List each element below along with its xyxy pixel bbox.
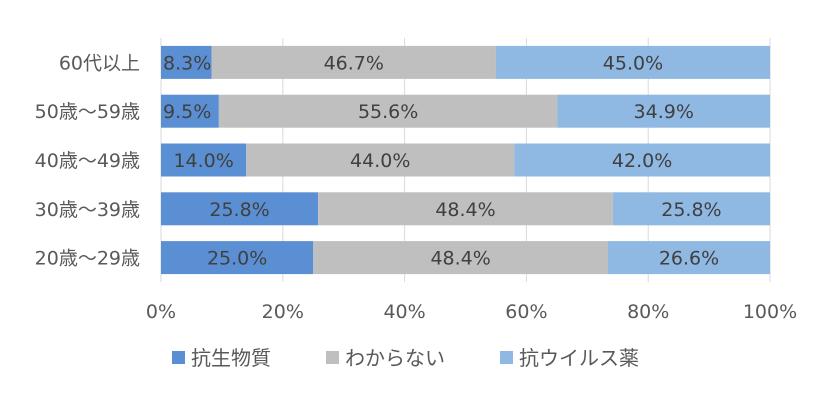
data-label: 9.5%	[163, 101, 211, 123]
x-tick-label: 0%	[146, 301, 176, 323]
category-label: 40歳～49歳	[35, 150, 140, 172]
category-label: 60代以上	[59, 52, 140, 74]
x-tick-label: 60%	[505, 301, 547, 323]
legend-swatch	[172, 351, 185, 364]
bar-segment	[211, 45, 496, 79]
bar-segment	[557, 94, 770, 128]
bar-segment	[161, 143, 247, 177]
x-tick-label: 20%	[262, 301, 304, 323]
data-label: 55.6%	[358, 101, 418, 123]
data-label: 48.4%	[430, 248, 490, 270]
category-label: 30歳～39歳	[35, 199, 140, 221]
data-label: 25.8%	[209, 199, 269, 221]
data-label: 25.8%	[661, 199, 721, 221]
bar-segment	[495, 45, 770, 79]
bar-segment	[318, 192, 613, 226]
data-label: 26.6%	[659, 248, 719, 270]
x-tick-label: 40%	[383, 301, 425, 323]
legend-label: 抗ウイルス薬	[519, 346, 639, 370]
category-label: 50歳～59歳	[35, 101, 140, 123]
bar-segment	[246, 143, 515, 177]
x-tick-label: 80%	[627, 301, 669, 323]
data-label: 44.0%	[350, 150, 410, 172]
legend-swatch	[500, 351, 513, 364]
legend-label: 抗生物質	[191, 346, 271, 370]
data-label: 25.0%	[207, 248, 267, 270]
bar-segment	[514, 143, 770, 177]
data-label: 45.0%	[603, 52, 663, 74]
x-tick-label: 100%	[743, 301, 797, 323]
data-label: 34.9%	[634, 101, 694, 123]
legend-swatch	[326, 351, 339, 364]
bar-segment	[161, 192, 319, 226]
bar-segment	[608, 241, 770, 275]
bar-segment	[313, 241, 609, 275]
data-label: 8.3%	[163, 52, 211, 74]
bar-segment	[218, 94, 558, 128]
data-label: 46.7%	[324, 52, 384, 74]
data-label: 14.0%	[173, 150, 233, 172]
data-label: 48.4%	[435, 199, 495, 221]
legend-label: わからない	[345, 346, 445, 370]
legend: 抗生物質 わからない 抗ウイルス薬	[172, 346, 639, 370]
bar-segment	[612, 192, 770, 226]
bar-segment	[161, 45, 212, 79]
bar-segment	[161, 241, 314, 275]
data-label: 42.0%	[612, 150, 672, 172]
bar-segment	[161, 94, 219, 128]
category-label: 20歳～29歳	[35, 248, 140, 270]
